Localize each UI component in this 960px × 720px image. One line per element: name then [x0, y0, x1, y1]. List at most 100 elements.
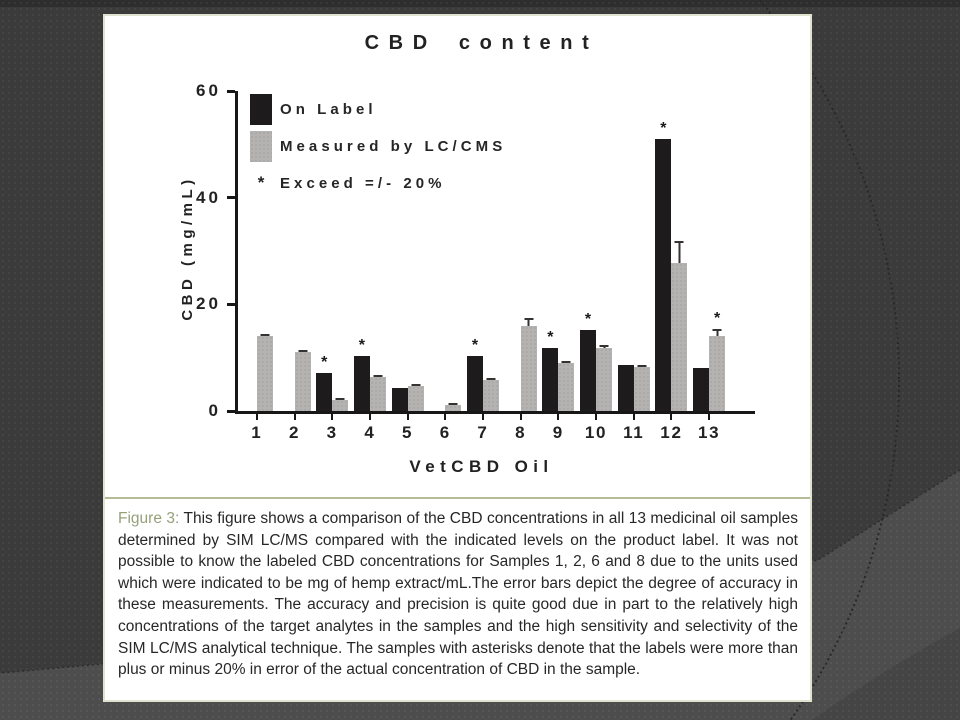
- legend-label-asterisk: Exceed =/- 20%: [280, 174, 446, 192]
- legend-item-asterisk: * Exceed =/- 20%: [250, 174, 506, 192]
- bar-on-label-5: [391, 387, 408, 411]
- figure-caption-separator: [105, 497, 810, 499]
- legend-item-measured: Measured by LC/CMS: [250, 131, 506, 162]
- error-bar-11: [637, 364, 647, 367]
- asterisk-marker-on-label-3: *: [321, 353, 328, 371]
- figure-caption-label: Figure 3:: [118, 510, 180, 527]
- bar-group-sample-1: [238, 91, 276, 411]
- x-tick-label-3: 3: [326, 423, 338, 442]
- x-tick-13: [708, 414, 711, 420]
- content-panel: CBD content CBD (mg/mL) * * * * * * * On Label…: [103, 14, 812, 702]
- error-bar-8: [524, 317, 534, 327]
- y-tick-label-40: 40: [195, 187, 221, 207]
- x-tick-8: [519, 414, 522, 420]
- bar-group-sample-8: [502, 91, 540, 411]
- x-tick-9: [557, 414, 560, 420]
- legend-label-measured: Measured by LC/CMS: [280, 138, 507, 155]
- x-tick-5: [406, 414, 409, 420]
- error-bar-2: [298, 350, 308, 353]
- bar-measured-11: [633, 364, 650, 411]
- error-bar-12: [674, 241, 684, 263]
- x-tick-label-5: 5: [402, 423, 414, 442]
- bar-on-label-7: *: [466, 338, 483, 411]
- bar-on-label-3: *: [316, 354, 333, 411]
- y-tick-40: [227, 196, 235, 200]
- error-bar-cap-8: [524, 317, 534, 320]
- error-bar-cap-5: [411, 383, 421, 386]
- x-tick-3: [331, 414, 334, 420]
- legend-item-on-label: On Label: [250, 94, 506, 125]
- bar-on-label-10: *: [580, 312, 597, 411]
- chart-area: CBD content CBD (mg/mL) * * * * * * * On Label…: [105, 16, 810, 496]
- bar-group-sample-3: *: [313, 91, 351, 411]
- error-bar-cap-4: [373, 375, 383, 378]
- bar-group-sample-9: *: [540, 91, 578, 411]
- bar-measured-9: [558, 360, 575, 411]
- error-bar-10: [599, 345, 609, 348]
- bar-measured-2: [294, 350, 311, 411]
- figure-caption: Figure 3: This figure shows a comparison…: [118, 508, 798, 681]
- bar-measured-1: [256, 334, 273, 411]
- bar-measured-7: [482, 377, 499, 411]
- bar-group-sample-2: [276, 91, 314, 411]
- bar-measured-8: [520, 317, 537, 411]
- x-tick-label-13: 13: [697, 423, 721, 442]
- x-tick-label-10: 10: [584, 423, 608, 442]
- x-tick-label-9: 9: [552, 423, 564, 442]
- bar-group-sample-4: *: [351, 91, 389, 411]
- x-tick-label-11: 11: [623, 423, 645, 442]
- asterisk-icon: *: [257, 173, 265, 192]
- asterisk-marker-on-label-10: *: [584, 311, 592, 329]
- error-bar-4: [373, 375, 383, 378]
- y-tick-label-0: 0: [208, 401, 221, 420]
- bar-on-label-9: *: [542, 329, 559, 411]
- error-bar-stem-12: [678, 241, 681, 263]
- bar-on-label-13: [693, 367, 710, 411]
- error-bar-6: [448, 402, 458, 405]
- x-tick-label-7: 7: [477, 423, 489, 442]
- chart-title: CBD content: [364, 32, 599, 54]
- bar-measured-6: [445, 402, 462, 411]
- background-top-strip: [0, 0, 960, 7]
- asterisk-marker-on-label-12: *: [660, 120, 667, 137]
- bar-measured-3: [332, 398, 349, 411]
- chart-legend: On Label Measured by LC/CMS * Exceed =/-…: [250, 94, 506, 198]
- bar-groups: * * * * * * *: [238, 91, 728, 411]
- bar-group-sample-7: *: [464, 91, 502, 411]
- error-bar-13: [712, 329, 722, 336]
- y-tick-label-60: 60: [195, 81, 221, 100]
- background-corner-shade: [812, 628, 960, 720]
- x-tick-12: [670, 414, 673, 420]
- x-tick-10: [595, 414, 598, 420]
- bar-group-sample-6: [426, 91, 464, 411]
- bar-group-sample-11: [615, 91, 653, 411]
- legend-label-on-label: On Label: [280, 101, 377, 118]
- x-tick-4: [368, 414, 371, 420]
- bar-on-label-4: *: [353, 338, 370, 411]
- x-tick-label-6: 6: [439, 423, 451, 442]
- y-tick-0: [227, 409, 235, 413]
- y-tick-label-20: 20: [195, 294, 221, 314]
- error-bar-cap-11: [637, 364, 647, 367]
- y-tick-60: [227, 89, 235, 93]
- x-tick-label-12: 12: [660, 423, 683, 442]
- asterisk-marker-on-label-9: *: [547, 328, 554, 346]
- error-bar-cap-6: [448, 402, 458, 405]
- y-tick-20: [227, 302, 235, 306]
- error-bar-cap-3: [335, 398, 345, 401]
- error-bar-7: [486, 377, 496, 380]
- bar-on-label-12: *: [655, 121, 672, 411]
- x-tick-7: [482, 414, 484, 420]
- error-bar-cap-2: [298, 350, 308, 353]
- bar-on-label-11: [617, 365, 634, 411]
- bar-measured-13: *: [709, 311, 726, 411]
- bar-group-sample-12: *: [653, 91, 691, 411]
- error-bar-stem-8: [527, 317, 530, 327]
- x-tick-label-2: 2: [288, 423, 301, 442]
- legend-swatch-on-label: [250, 94, 272, 125]
- error-bar-cap-10: [599, 345, 609, 348]
- bar-measured-12: [671, 241, 688, 411]
- x-tick-label-1: 1: [251, 423, 263, 442]
- error-bar-5: [411, 383, 421, 386]
